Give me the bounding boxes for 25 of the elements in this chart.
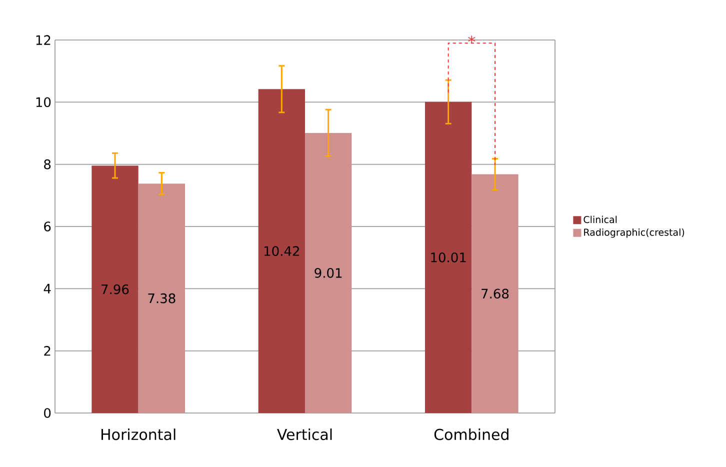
- y-tick-label: 10: [36, 97, 51, 108]
- bar: [138, 184, 185, 413]
- y-tick-label: 0: [44, 408, 51, 418]
- annotation: *: [468, 36, 476, 43]
- data-label: 7.38: [148, 293, 176, 304]
- data-label: 7.96: [102, 284, 129, 294]
- bar: [305, 132, 352, 413]
- legend-label: Clinical: [584, 216, 617, 224]
- y-tick-label: 2: [44, 346, 50, 356]
- x-tick-label: Combined: [434, 428, 508, 440]
- legend-label: Radiographic(crestal): [584, 228, 684, 238]
- x-tick-label: Horizontal: [102, 428, 176, 440]
- bar: [472, 174, 518, 413]
- data-label: 7.68: [482, 288, 509, 299]
- y-tick-label: 4: [44, 284, 51, 294]
- x-tick-label: Vertical: [277, 428, 332, 440]
- y-tick-label: 12: [36, 35, 50, 45]
- data-label: 10.42: [264, 246, 299, 256]
- y-tick-label: 6: [44, 222, 51, 232]
- bar: [258, 89, 305, 413]
- y-tick-label: 8: [44, 159, 51, 170]
- bar: [425, 102, 472, 413]
- data-label: 10.01: [431, 252, 466, 262]
- data-label: 9.01: [314, 268, 342, 278]
- bar: [92, 166, 138, 413]
